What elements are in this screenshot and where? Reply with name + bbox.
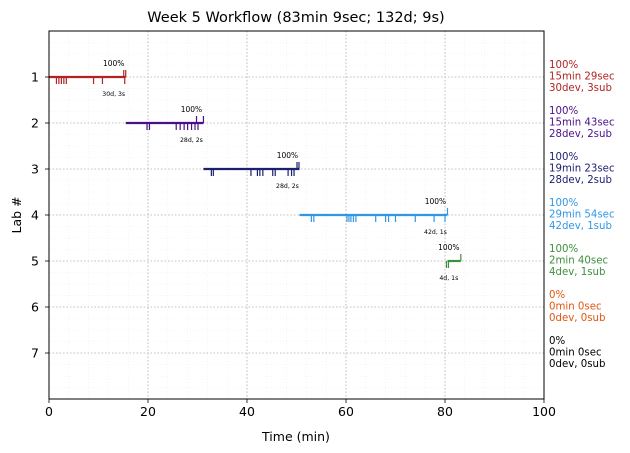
bar-percent-label: 100% — [438, 243, 459, 252]
x-tick-label: 60 — [338, 404, 354, 419]
y-tick-label: 5 — [31, 254, 39, 269]
y-axis-label: Lab # — [9, 196, 24, 233]
lab-summary-line: 100% — [549, 152, 578, 163]
lab-summary-line: 100% — [549, 60, 578, 71]
bar-percent-label: 100% — [103, 59, 124, 68]
axes: 0 20 40 60 80 100 1 2 3 4 5 6 7 — [31, 70, 556, 420]
x-axis-label: Time (min) — [261, 429, 330, 444]
bar-percent-label: 100% — [181, 105, 202, 114]
lab-summary-line: 100% — [549, 198, 578, 209]
lab-summary-line: 0dev, 0sub — [549, 313, 605, 324]
lab-summary-line: 28dev, 2sub — [549, 175, 612, 186]
lab-summary-line: 19min 23sec — [549, 164, 615, 175]
bar-counts-label: 28d, 2s — [180, 137, 203, 144]
lab-summary-line: 30dev, 3sub — [549, 83, 612, 94]
lab-summary-line: 4dev, 1sub — [549, 267, 605, 278]
lab-summary-line: 0% — [549, 290, 565, 301]
lab-summary-line: 15min 43sec — [549, 118, 615, 129]
x-tick-label: 80 — [437, 404, 453, 419]
x-tick-label: 100 — [532, 404, 556, 419]
bar-counts-label: 42d, 1s — [424, 229, 447, 236]
lab-summary-line: 42dev, 1sub — [549, 221, 612, 232]
y-tick-label: 4 — [31, 208, 39, 223]
x-tick-label: 20 — [140, 404, 156, 419]
lab-summary-line: 0min 0sec — [549, 302, 602, 313]
y-tick-label: 7 — [31, 346, 39, 361]
lab-bars: 100% 30d, 3s 100% 28d, 2s 100% 28d, 2s 100% 42d… — [49, 59, 462, 282]
chart-title: Week 5 Workflow (83min 9sec; 132d; 9s) — [147, 10, 444, 26]
lab-summary-line: 0% — [549, 336, 565, 347]
x-tick-label: 0 — [45, 404, 53, 419]
lab-summary-line: 29min 54sec — [549, 210, 615, 221]
bar-percent-label: 100% — [277, 151, 298, 160]
bar-counts-label: 30d, 3s — [102, 91, 125, 98]
x-tick-label: 40 — [239, 404, 255, 419]
lab-summary-line: 100% — [549, 244, 578, 255]
y-tick-label: 1 — [31, 70, 39, 85]
bar-counts-label: 28d, 2s — [276, 183, 299, 190]
y-tick-label: 2 — [31, 116, 39, 131]
lab-summary-line: 28dev, 2sub — [549, 129, 612, 140]
lab-summary-line: 100% — [549, 106, 578, 117]
lab-summary-line: 0dev, 0sub — [549, 359, 605, 370]
y-tick-label: 3 — [31, 162, 39, 177]
bar-counts-label: 4d, 1s — [439, 275, 458, 282]
bar-percent-label: 100% — [425, 197, 446, 206]
lab-summary-line: 15min 29sec — [549, 72, 615, 83]
lab-summary-line: 2min 40sec — [549, 256, 608, 267]
lab-summary-line: 0min 0sec — [549, 348, 602, 359]
y-tick-label: 6 — [31, 300, 39, 315]
